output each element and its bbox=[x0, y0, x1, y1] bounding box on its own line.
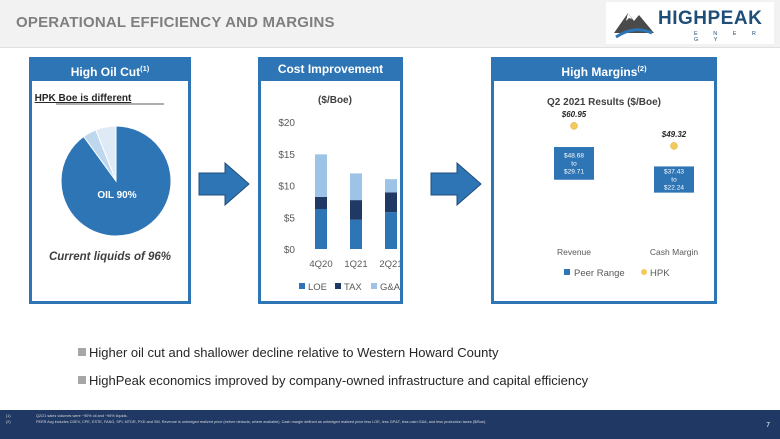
company-logo: HIGHPEAK E N E R G Y bbox=[606, 2, 774, 44]
hpk-value-label: $49.32 bbox=[661, 130, 687, 139]
pie-slice-gas bbox=[95, 125, 117, 182]
bullet-text: Higher oil cut and shallower decline rel… bbox=[89, 345, 499, 360]
oil-cut-panel: High Oil Cut(1) HPK Boe is different OIL… bbox=[29, 57, 191, 304]
slide-title: OPERATIONAL EFFICIENCY AND MARGINS bbox=[16, 14, 335, 31]
bar-loe bbox=[350, 219, 362, 249]
margins-chart: Q2 2021 Results ($/Boe) $48.68to$29.71$6… bbox=[547, 97, 698, 279]
peer-range-label: to bbox=[571, 160, 577, 167]
y-tick-label: $20 bbox=[278, 118, 295, 129]
footnote-number: (2) bbox=[6, 420, 11, 424]
bullet-square-icon bbox=[78, 376, 86, 384]
y-tick-label: $5 bbox=[284, 213, 296, 224]
peer-range-label: $37.43 bbox=[664, 169, 684, 176]
legend-label: LOE bbox=[308, 282, 327, 293]
y-tick-label: $0 bbox=[284, 245, 296, 256]
peer-range-label: to bbox=[671, 177, 677, 184]
margins-legend: Peer Range HPK bbox=[564, 268, 670, 279]
hpk-value-label: $60.95 bbox=[561, 110, 587, 119]
y-tick-label: $10 bbox=[278, 182, 295, 193]
bar-gaa bbox=[315, 154, 327, 197]
logo-wordmark: HIGHPEAK bbox=[658, 8, 763, 29]
logo-subtitle: E N E R G Y bbox=[694, 31, 763, 43]
margins-title: High Margins bbox=[561, 65, 638, 79]
hpk-dot bbox=[570, 122, 578, 130]
margins-panel-header: High Margins(2) bbox=[491, 57, 717, 81]
margins-title-footnote: (2) bbox=[637, 64, 647, 73]
footnote-number: (1) bbox=[6, 414, 11, 418]
bullet-item: HighPeak economics improved by company-o… bbox=[78, 373, 588, 388]
x-tick-label: 2Q21 bbox=[379, 259, 400, 270]
bar-loe bbox=[315, 208, 327, 249]
legend-swatch bbox=[564, 269, 570, 275]
bar-gaa bbox=[385, 179, 397, 193]
oil-cut-title-footnote: (1) bbox=[140, 64, 150, 73]
bar-gaa bbox=[350, 173, 362, 201]
legend-label: Peer Range bbox=[574, 268, 625, 279]
legend-label: G&A bbox=[380, 282, 400, 293]
bullet-square-icon bbox=[78, 348, 86, 356]
y-tick-label: $15 bbox=[278, 150, 295, 161]
bullet-item: Higher oil cut and shallower decline rel… bbox=[78, 345, 498, 360]
cost-panel: Cost Improvement ($/Boe) $0 $5 $10 $15 $20 4Q… bbox=[258, 57, 403, 304]
oil-cut-pie bbox=[60, 125, 172, 237]
x-category-label: Cash Margin bbox=[650, 247, 698, 257]
bullet-text: HighPeak economics improved by company-o… bbox=[89, 373, 589, 388]
footer-band: (1) Q2/21 sales volumes were ~90% oil and… bbox=[0, 410, 780, 439]
legend-dot bbox=[641, 269, 647, 275]
footnote-text: Q2/21 sales volumes were ~90% oil and ~9… bbox=[36, 414, 128, 418]
cost-chart: ($/Boe) $0 $5 $10 $15 $20 4Q20 1Q21 2Q21 LOE TAX… bbox=[278, 95, 400, 293]
oil-cut-title: High Oil Cut bbox=[70, 65, 141, 79]
peer-range-label: $29.71 bbox=[564, 168, 584, 175]
legend-swatch bbox=[371, 283, 377, 289]
margins-panel: High Margins(2) Q2 2021 Results ($/Boe) … bbox=[491, 57, 717, 304]
legend-label: HPK bbox=[650, 268, 670, 279]
cost-panel-header: Cost Improvement bbox=[258, 57, 403, 81]
legend-swatch bbox=[299, 283, 305, 289]
bar-tax bbox=[315, 196, 327, 209]
margins-marks: $48.68to$29.71$60.95Revenue$37.43to$22.2… bbox=[554, 110, 698, 257]
cost-axis: $0 $5 $10 $15 $20 4Q20 1Q21 2Q21 bbox=[278, 118, 400, 270]
cost-legend: LOE TAX G&A bbox=[299, 282, 400, 293]
cost-title: Cost Improvement bbox=[277, 62, 384, 76]
right-arrow-icon bbox=[198, 162, 250, 206]
mountain-icon bbox=[614, 13, 654, 39]
oil-cut-subtitle: HPK Boe is different bbox=[35, 93, 132, 104]
right-arrow-icon bbox=[430, 162, 482, 206]
peer-range-label: $22.24 bbox=[664, 185, 684, 192]
legend-label: TAX bbox=[344, 282, 362, 293]
peer-range-bar bbox=[654, 166, 694, 193]
hpk-dot bbox=[670, 142, 678, 150]
footnote: (1) Q2/21 sales volumes were ~90% oil and… bbox=[6, 414, 128, 418]
liquids-caption: Current liquids of 96% bbox=[49, 251, 171, 263]
legend-swatch bbox=[335, 283, 341, 289]
x-tick-label: 1Q21 bbox=[344, 259, 367, 270]
cost-unit-label: ($/Boe) bbox=[318, 95, 352, 106]
footnote-text: PEER Avg includes CDEV, CPE, ESTE, FANG,… bbox=[36, 420, 487, 424]
x-category-label: Revenue bbox=[557, 247, 591, 257]
bar-tax bbox=[385, 192, 397, 213]
x-tick-label: 4Q20 bbox=[309, 259, 332, 270]
cost-bars bbox=[315, 154, 397, 249]
peer-range-label: $48.68 bbox=[564, 152, 584, 159]
page-number: 7 bbox=[766, 422, 770, 429]
bar-tax bbox=[350, 200, 362, 220]
footnote: (2) PEER Avg includes CDEV, CPE, ESTE, FA… bbox=[6, 420, 486, 424]
pie-oil-label: OIL 90% bbox=[97, 190, 136, 201]
peer-range-bar bbox=[554, 147, 594, 180]
margins-subtitle: Q2 2021 Results ($/Boe) bbox=[547, 97, 661, 108]
oil-cut-panel-header: High Oil Cut(1) bbox=[29, 57, 191, 81]
bar-loe bbox=[385, 212, 397, 249]
oil-cut-chart: HPK Boe is different OIL 90% Current liq… bbox=[35, 93, 172, 263]
